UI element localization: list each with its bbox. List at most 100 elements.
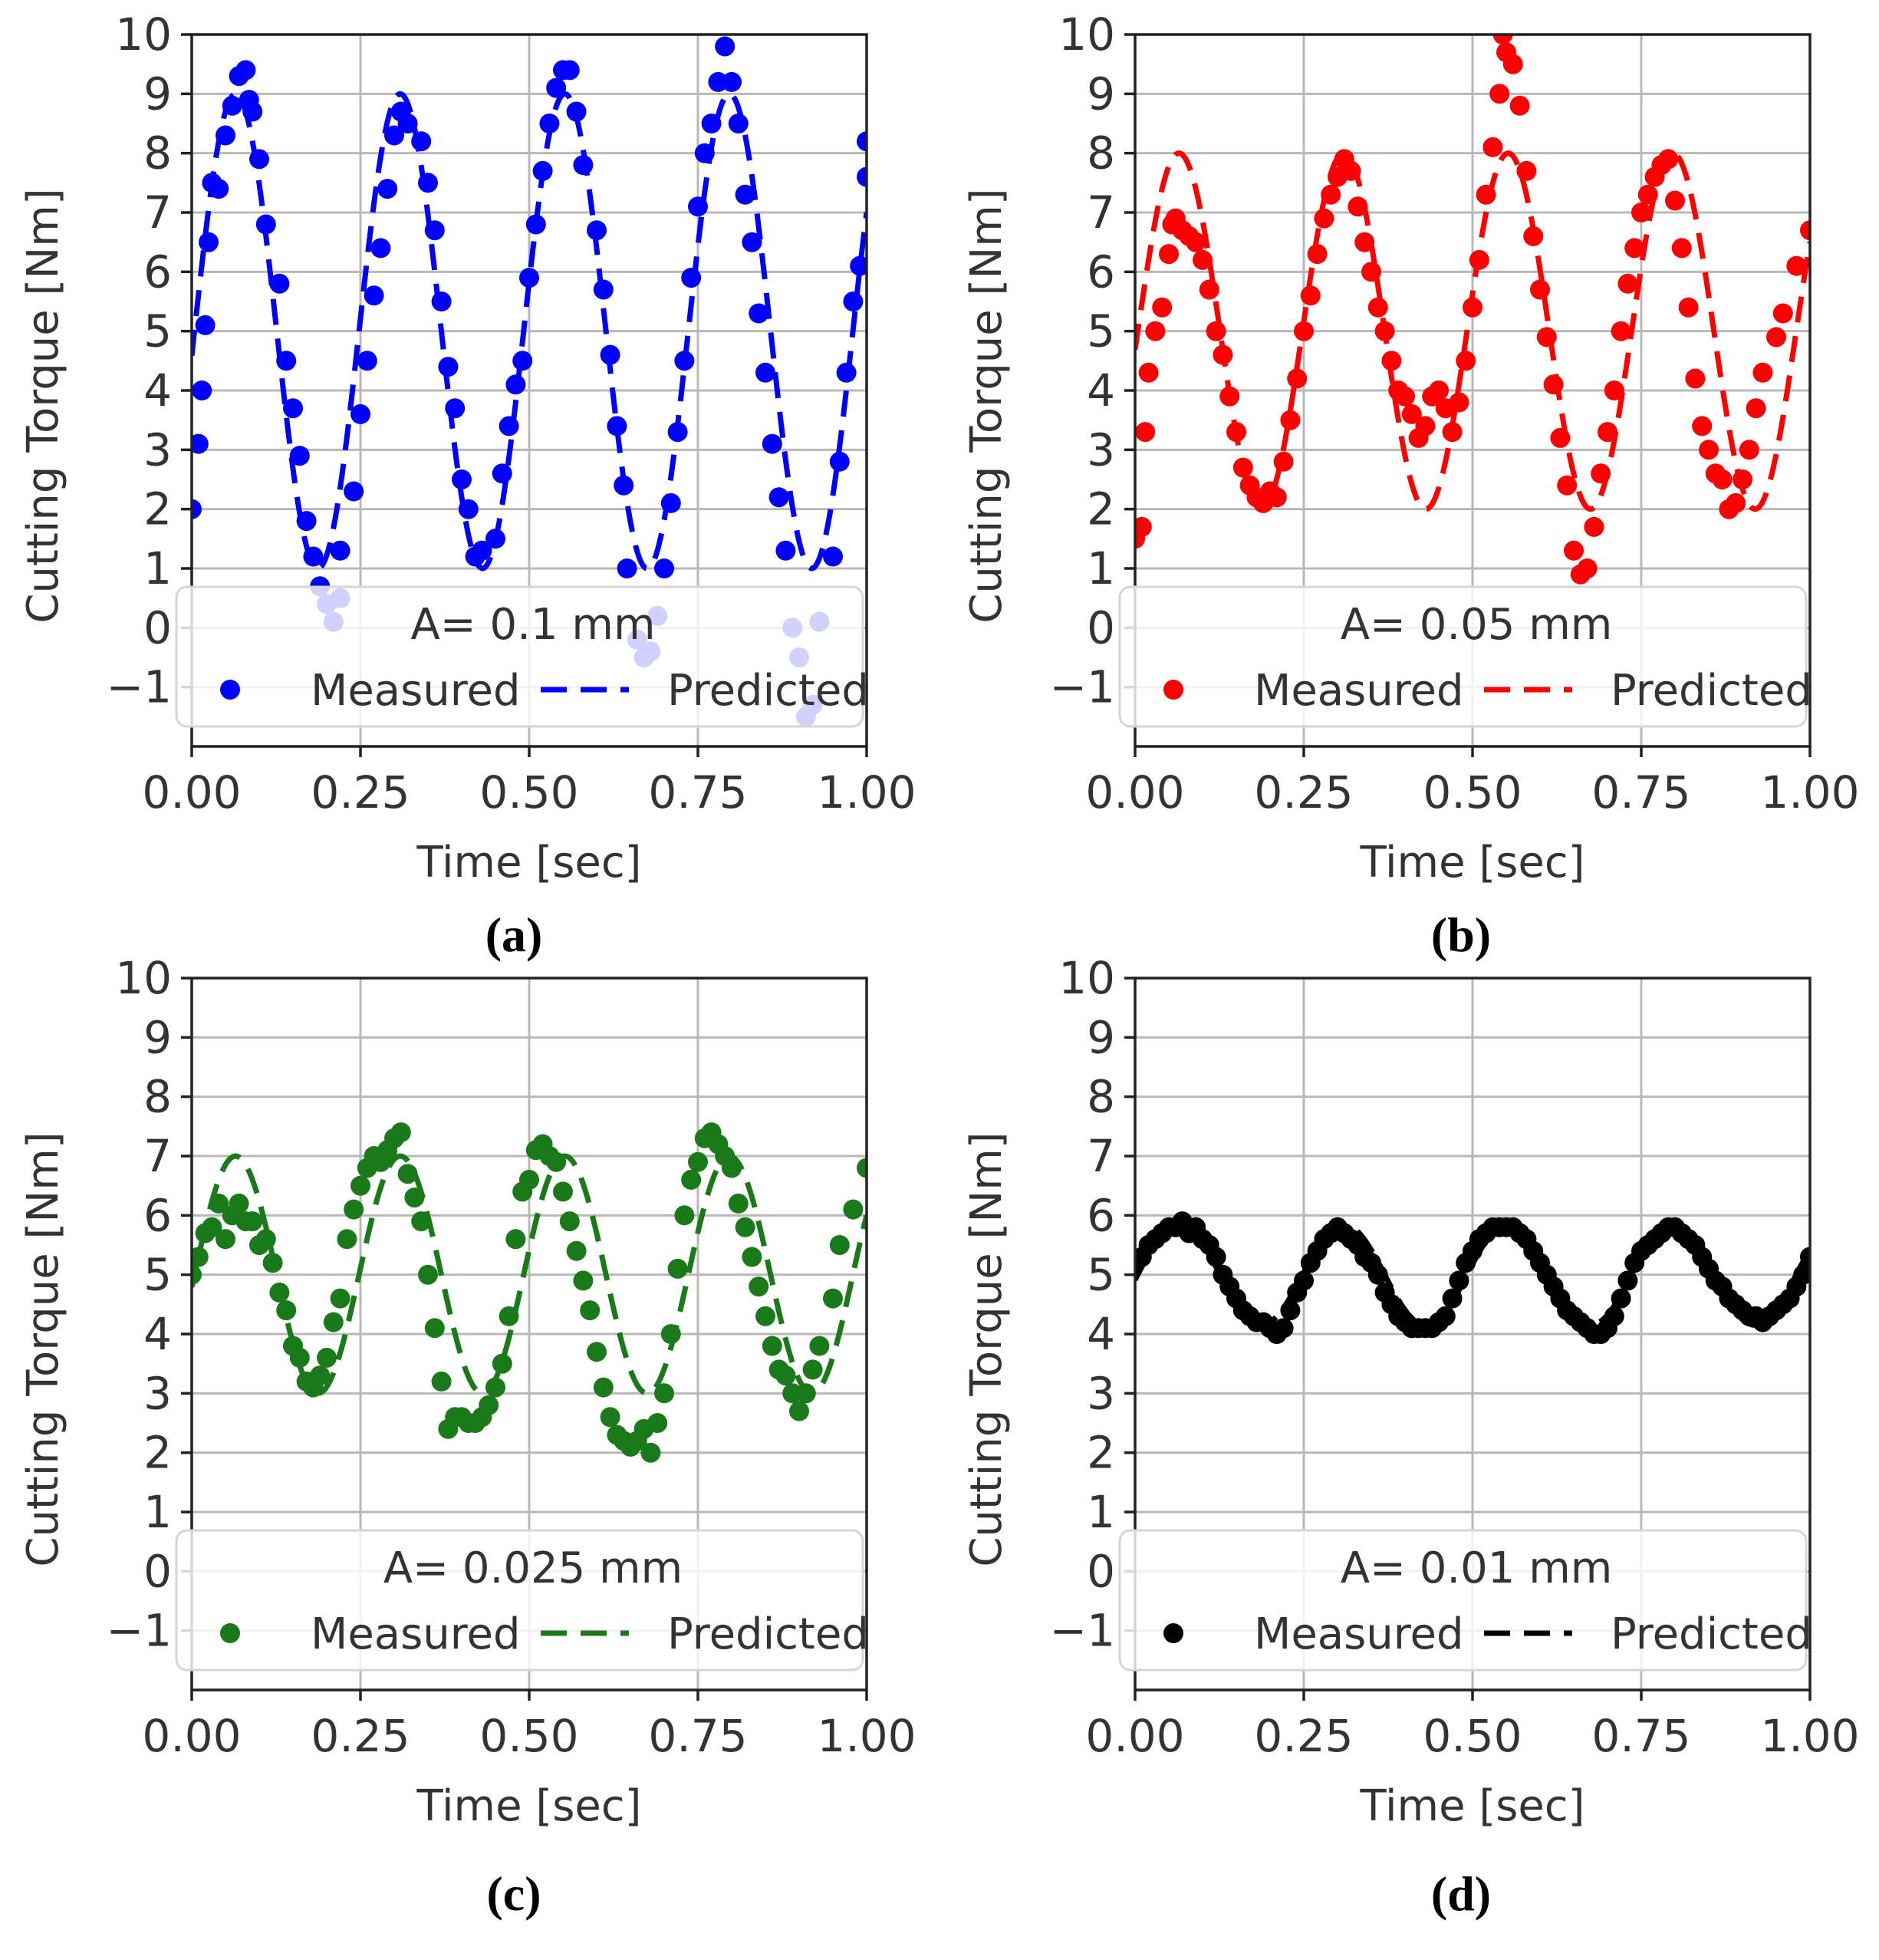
measured-point xyxy=(1685,368,1706,389)
plot-frame xyxy=(1134,977,1812,1692)
measured-point xyxy=(1631,203,1651,222)
measured-point xyxy=(667,422,688,443)
x-tick-label: 0.25 xyxy=(311,1710,410,1762)
measured-point xyxy=(1361,262,1381,282)
measured-point xyxy=(1699,440,1719,460)
y-tick-label: 9 xyxy=(143,68,172,120)
measured-point xyxy=(762,433,782,454)
measured-point xyxy=(1219,386,1240,407)
measured-point xyxy=(1232,457,1253,478)
measured-point xyxy=(209,179,229,199)
measured-point xyxy=(1321,184,1341,205)
measured-point xyxy=(411,1211,432,1232)
legend-measured-marker xyxy=(1163,1623,1183,1643)
measured-point xyxy=(836,362,857,383)
measured-point xyxy=(216,125,235,146)
measured-point xyxy=(566,1240,587,1261)
measured-point xyxy=(192,380,212,400)
measured-point xyxy=(344,1199,364,1220)
measured-point xyxy=(1138,362,1159,383)
y-tick-label: 0 xyxy=(1087,601,1115,654)
measured-point xyxy=(1584,516,1604,537)
measured-point xyxy=(492,463,512,484)
measured-point xyxy=(701,114,722,133)
measured-point xyxy=(688,196,708,217)
measured-point xyxy=(479,1395,499,1415)
measured-point xyxy=(411,131,432,152)
measured-point xyxy=(566,101,587,122)
y-tick-label: 2 xyxy=(143,1427,172,1479)
measured-point xyxy=(519,1169,539,1190)
y-tick-label: 5 xyxy=(1087,1249,1115,1301)
measured-point xyxy=(722,1158,742,1178)
measured-point xyxy=(1159,244,1179,265)
y-tick-label: 8 xyxy=(1087,127,1115,180)
measured-point xyxy=(1442,422,1463,443)
y-tick-label: 5 xyxy=(143,305,172,357)
measured-point xyxy=(350,1175,370,1196)
measured-point xyxy=(1678,297,1699,318)
measured-point xyxy=(728,114,749,133)
measured-point xyxy=(742,1247,762,1267)
measured-point xyxy=(330,540,350,561)
measured-point xyxy=(735,1217,755,1237)
measured-point xyxy=(1341,160,1361,181)
x-tick-label: 1.00 xyxy=(817,766,916,819)
measured-point xyxy=(505,1229,526,1250)
x-tick-label: 0.00 xyxy=(142,1710,241,1762)
x-tick-label: 0.50 xyxy=(1423,1710,1522,1762)
y-tick-label: 3 xyxy=(1087,1367,1115,1419)
measured-point xyxy=(1752,362,1773,383)
measured-point xyxy=(1429,380,1449,400)
measured-point xyxy=(1746,398,1766,419)
measured-point xyxy=(768,487,789,508)
measured-point xyxy=(390,1122,411,1143)
measured-point xyxy=(337,1229,357,1250)
measured-point xyxy=(431,292,452,311)
y-tick-label: 8 xyxy=(143,1071,172,1123)
measured-point xyxy=(1509,95,1530,116)
measured-point xyxy=(364,285,384,306)
measured-point xyxy=(317,1347,337,1368)
x-axis-title: Time [sec] xyxy=(1360,838,1585,888)
measured-point xyxy=(404,1188,425,1208)
plot-frame xyxy=(190,977,868,1692)
measured-series xyxy=(1135,1211,1810,1344)
panel-label: (c) xyxy=(486,1866,541,1921)
measured-point xyxy=(593,1377,614,1398)
measured-point xyxy=(1367,1264,1388,1285)
measured-point xyxy=(735,184,755,205)
measured-point xyxy=(640,1442,661,1463)
measured-point xyxy=(1273,1318,1294,1339)
measured-point xyxy=(1766,327,1786,348)
legend-measured-label: Measured xyxy=(311,666,521,716)
y-tick-label: 3 xyxy=(143,423,172,476)
measured-point xyxy=(546,77,567,98)
measured-point xyxy=(1611,1288,1631,1309)
measured-point xyxy=(600,344,620,365)
measured-point xyxy=(492,1353,512,1374)
measured-point xyxy=(195,315,216,335)
measured-point xyxy=(573,155,594,176)
measured-point xyxy=(1530,279,1550,300)
measured-point xyxy=(1135,422,1156,443)
x-tick-label: 1.00 xyxy=(1760,1710,1859,1762)
measured-point xyxy=(1463,297,1482,318)
measured-point xyxy=(370,238,391,259)
legend-measured-label: Measured xyxy=(1254,666,1464,716)
measured-point xyxy=(1692,416,1713,436)
chart-panel-4: −1 0 1 2 3 4 5 6 7 8 9 10 0.00 0.25 0.50 0.75 1.00 A= 0.0… xyxy=(962,952,1860,1921)
x-tick-label: 0.75 xyxy=(648,766,747,819)
measured-point xyxy=(1381,351,1402,371)
measured-point xyxy=(222,95,242,116)
legend-box xyxy=(1118,1529,1808,1672)
legend-title: A= 0.1 mm xyxy=(411,600,656,650)
measured-point xyxy=(505,374,526,395)
measured-point xyxy=(242,1211,263,1232)
y-tick-label: 4 xyxy=(143,364,172,417)
y-tick-label: 3 xyxy=(1087,423,1115,476)
legend-box xyxy=(175,1529,864,1672)
measured-point xyxy=(289,446,310,466)
plot-frame xyxy=(1134,33,1812,748)
measured-point xyxy=(829,1235,850,1255)
